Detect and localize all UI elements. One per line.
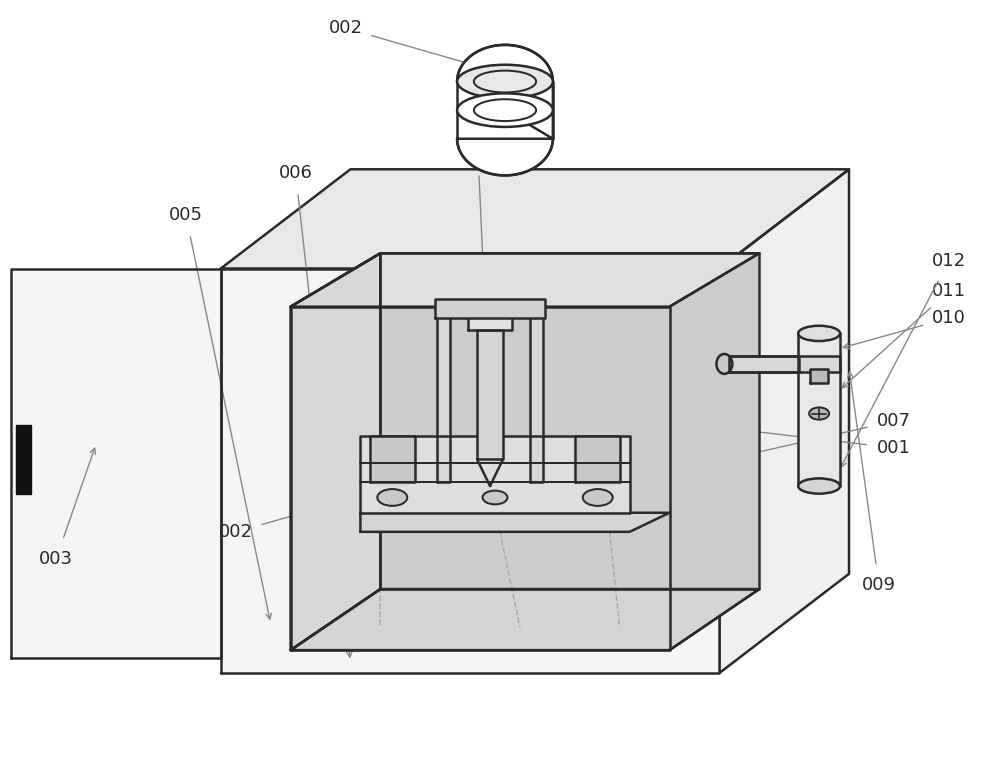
Ellipse shape [798, 326, 840, 341]
Polygon shape [360, 512, 670, 532]
Polygon shape [437, 306, 450, 483]
Ellipse shape [583, 489, 613, 506]
Polygon shape [457, 45, 553, 175]
Polygon shape [380, 254, 759, 589]
Text: 008: 008 [461, 145, 495, 163]
Ellipse shape [809, 408, 829, 420]
Polygon shape [16, 425, 31, 493]
Ellipse shape [457, 65, 553, 98]
Text: 010: 010 [932, 309, 966, 327]
Ellipse shape [716, 354, 732, 374]
Ellipse shape [377, 489, 407, 506]
Polygon shape [798, 333, 840, 486]
Polygon shape [468, 306, 512, 329]
Polygon shape [291, 254, 759, 306]
Polygon shape [360, 437, 630, 512]
Ellipse shape [457, 93, 553, 127]
Polygon shape [729, 355, 799, 372]
Text: 005: 005 [169, 206, 203, 224]
Polygon shape [477, 329, 503, 460]
Text: 011: 011 [932, 283, 966, 300]
Ellipse shape [483, 490, 507, 504]
Polygon shape [221, 169, 849, 269]
Text: 002: 002 [219, 523, 253, 541]
Polygon shape [291, 254, 380, 650]
Polygon shape [530, 306, 543, 483]
Polygon shape [11, 269, 221, 658]
Polygon shape [221, 269, 719, 673]
Text: 006: 006 [279, 164, 313, 182]
Ellipse shape [798, 479, 840, 493]
Polygon shape [291, 589, 759, 650]
Text: 003: 003 [39, 549, 73, 568]
Polygon shape [719, 169, 849, 673]
Text: 002: 002 [328, 19, 362, 37]
Polygon shape [370, 437, 415, 483]
Text: 009: 009 [862, 576, 896, 594]
Polygon shape [729, 355, 840, 372]
Text: 001: 001 [877, 439, 911, 457]
Polygon shape [810, 369, 828, 383]
Text: 012: 012 [932, 252, 966, 270]
Polygon shape [435, 299, 545, 318]
Text: 007: 007 [877, 412, 911, 430]
Polygon shape [575, 437, 620, 483]
